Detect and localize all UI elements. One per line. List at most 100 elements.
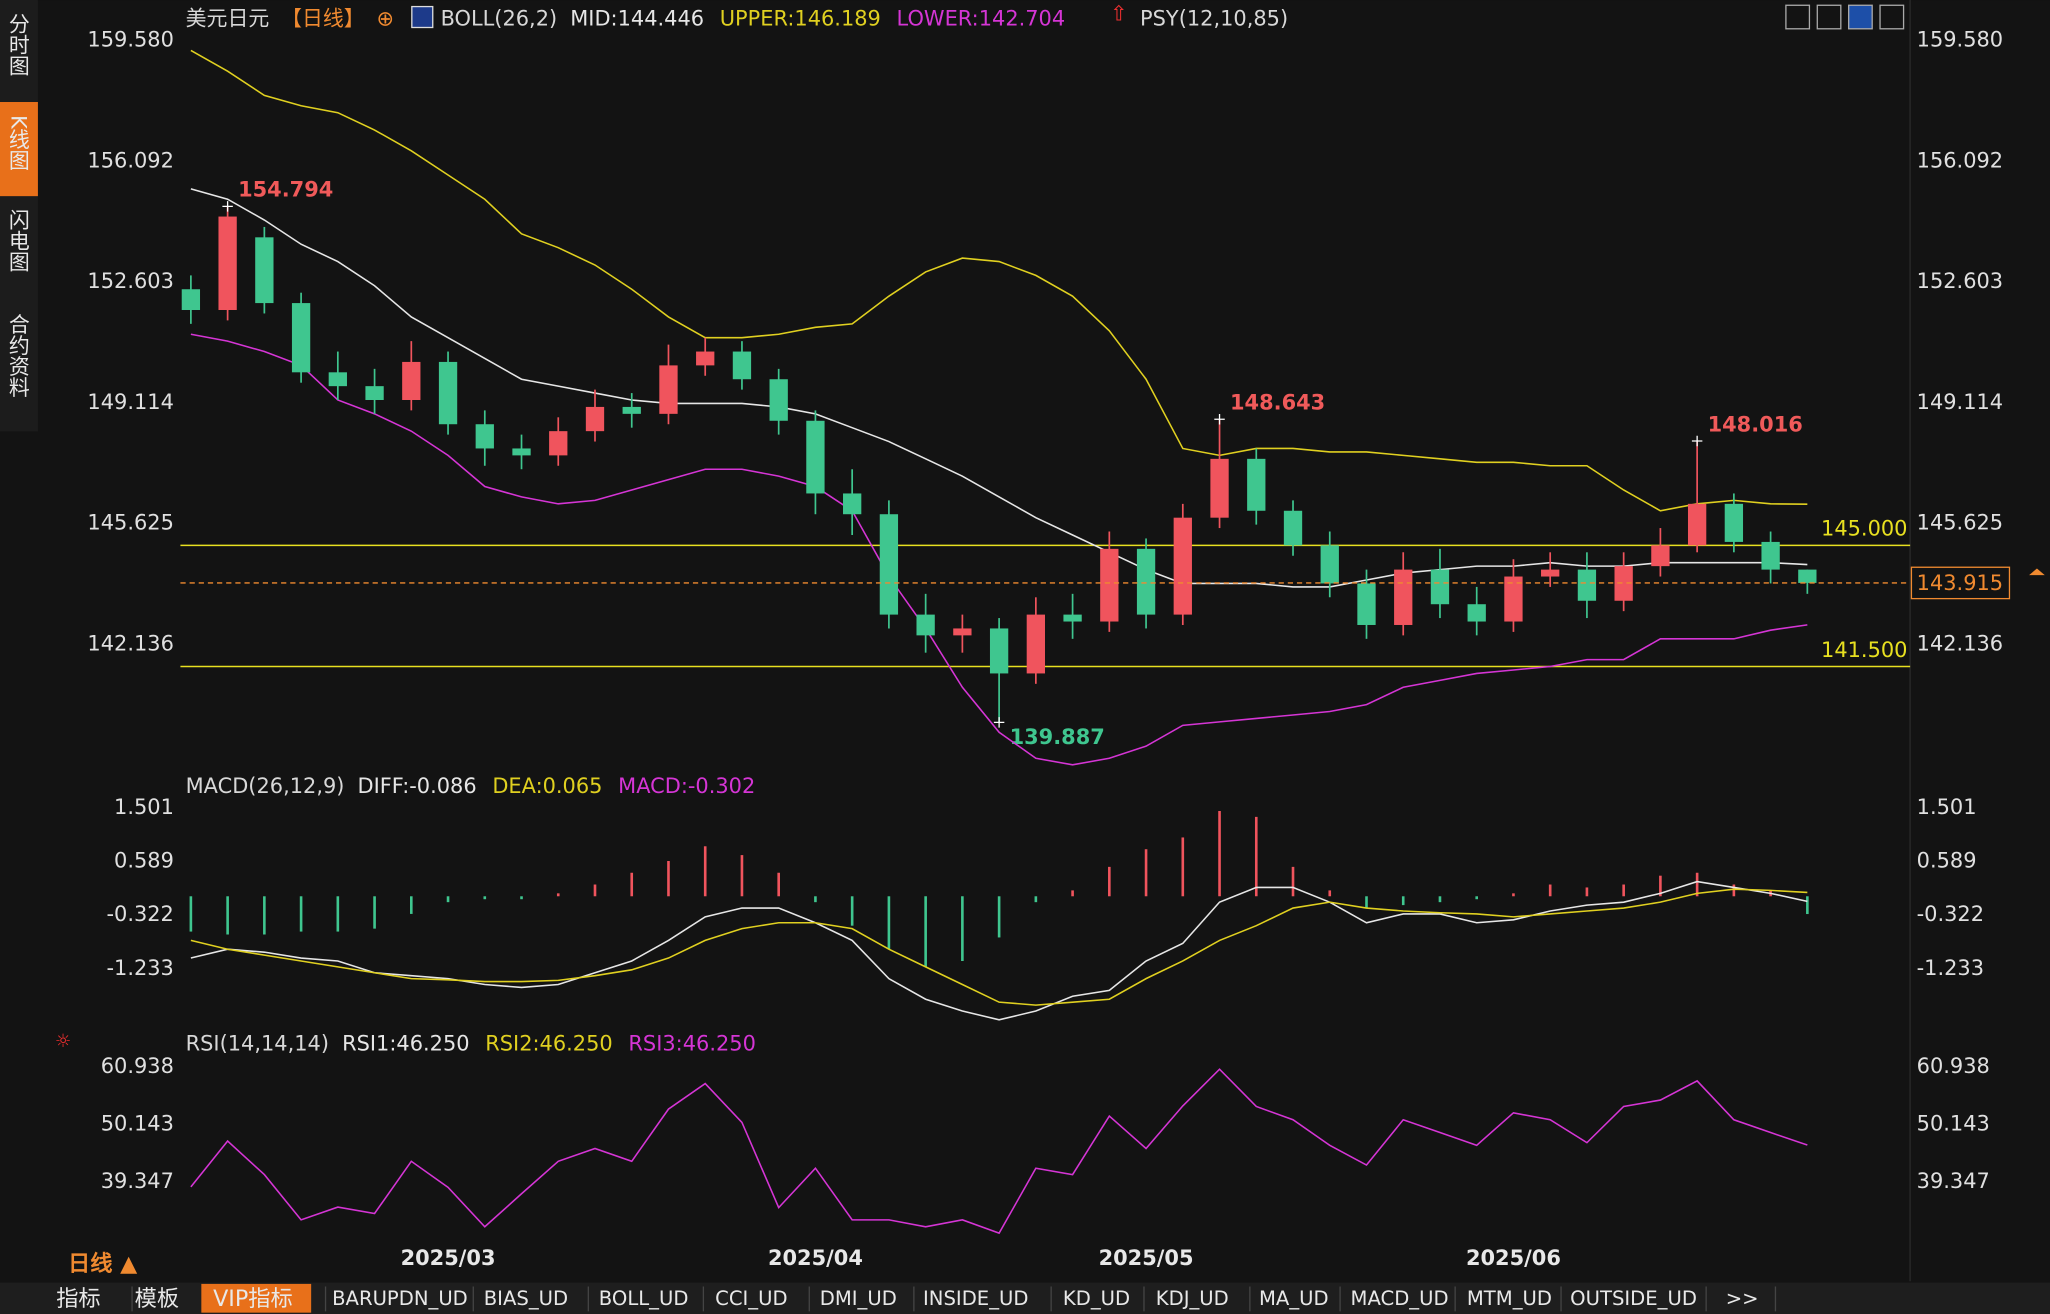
extreme-marker — [1214, 414, 1225, 425]
bottom-tab[interactable]: KDJ_UD — [1156, 1287, 1229, 1310]
bottom-tab[interactable]: BOLL_UD — [599, 1287, 689, 1310]
y-tick-label: 149.114 — [87, 390, 173, 414]
settings-icon[interactable]: ☼ — [55, 1031, 71, 1052]
y2-tick-label: -1.233 — [1917, 956, 1984, 980]
high-label: 148.643 — [1230, 391, 1325, 415]
candle-body — [659, 365, 678, 414]
candle-body — [1026, 614, 1046, 674]
bottom-tab[interactable]: 指标 — [56, 1286, 100, 1312]
y-tick-label: 159.580 — [87, 28, 173, 52]
boll-line — [190, 188, 1808, 588]
sidebar-tab[interactable]: K线图 — [6, 115, 30, 171]
instrument: 美元日元 — [186, 7, 270, 31]
bottom-tab[interactable]: BIAS_UD — [484, 1287, 568, 1310]
candle-body — [1504, 576, 1523, 622]
candle-body — [1467, 604, 1486, 622]
candle-body — [1761, 541, 1780, 570]
candle-body — [1614, 566, 1633, 601]
bottom-tab[interactable]: BARUPDN_UD — [332, 1287, 468, 1310]
macd-line — [190, 888, 1808, 1006]
bottom-tab[interactable]: VIP指标 — [213, 1286, 293, 1312]
y2-tick-label: 142.136 — [1917, 632, 2003, 656]
bottom-tab[interactable]: >> — [1726, 1287, 1759, 1310]
candle-body — [365, 386, 384, 401]
extreme-marker — [993, 717, 1005, 728]
candle-body — [1210, 458, 1229, 518]
tool-button[interactable] — [1816, 4, 1842, 30]
legend-entry: UPPER:146.189 — [720, 7, 881, 31]
y-tick-label: 142.136 — [87, 632, 173, 656]
y2-tick-label: 152.603 — [1917, 269, 2003, 293]
legend-entry: LOWER:142.704 — [897, 7, 1066, 31]
y2-tick-label: 156.092 — [1917, 148, 2003, 172]
candle-body — [1320, 545, 1339, 584]
tool-button[interactable] — [1785, 4, 1811, 30]
toolbar — [1785, 4, 1905, 30]
y-tick-label: 60.938 — [101, 1054, 174, 1078]
indicator-icon[interactable] — [411, 5, 434, 29]
bottom-tab[interactable]: DMI_UD — [820, 1287, 897, 1310]
candle-body — [843, 493, 862, 515]
candle-body — [1357, 583, 1376, 625]
candle-body — [255, 237, 274, 304]
candle-body — [218, 216, 237, 311]
y2-tick-label: 159.580 — [1917, 28, 2003, 52]
candle-body — [1541, 569, 1560, 577]
period-selector[interactable]: 日线 ▲ — [68, 1250, 138, 1277]
candle-body — [1577, 569, 1597, 601]
tool-button[interactable] — [1879, 4, 1905, 30]
bottom-tab[interactable]: MACD_UD — [1351, 1287, 1449, 1310]
candle-body — [512, 448, 531, 456]
boll-line — [190, 333, 1808, 766]
bottom-tab[interactable]: OUTSIDE_UD — [1570, 1287, 1697, 1310]
add-icon[interactable]: ⊕ — [377, 7, 395, 31]
bottom-tab[interactable]: 模板 — [135, 1286, 179, 1312]
candle-body — [1687, 503, 1707, 546]
bottom-tab[interactable]: MTM_UD — [1467, 1287, 1552, 1310]
candle-body — [585, 406, 605, 432]
bottom-bar — [0, 1282, 2050, 1314]
y2-tick-label: 149.114 — [1917, 390, 2003, 414]
legend-entry: MID:144.446 — [570, 7, 704, 31]
y-tick-label: -1.233 — [106, 956, 173, 980]
candle-body — [402, 361, 421, 401]
y2-tick-label: 60.938 — [1917, 1054, 1990, 1078]
sidebar-tab[interactable]: 合约资料 — [6, 314, 30, 398]
macd-title: MACD(26,12,9) — [186, 774, 345, 798]
y-tick-label: 1.501 — [114, 795, 174, 819]
y-tick-label: 0.589 — [114, 849, 174, 873]
y-tick-label: 152.603 — [87, 269, 173, 293]
candle-body — [1100, 548, 1119, 622]
candle-body — [953, 628, 972, 636]
psy-label[interactable]: PSY(12,10,85) — [1140, 7, 1288, 31]
candle-body — [438, 361, 458, 425]
bottom-tab[interactable]: CCI_UD — [715, 1287, 787, 1310]
bottom-tab[interactable]: MA_UD — [1259, 1287, 1329, 1310]
x-tick-label: 2025/03 — [401, 1246, 496, 1270]
bottom-tab[interactable]: KD_UD — [1063, 1287, 1130, 1310]
boll-line — [190, 49, 1808, 512]
candle-body — [1430, 569, 1450, 605]
legend-entry: DIFF:-0.086 — [358, 774, 477, 798]
rsi-title: RSI(14,14,14) — [186, 1032, 329, 1056]
tool-button[interactable] — [1848, 4, 1873, 30]
price-arrow — [2029, 568, 2045, 576]
extreme-marker — [1691, 435, 1703, 447]
period[interactable]: 【日线】 — [281, 7, 365, 31]
sidebar-tab[interactable]: 分时图 — [6, 13, 30, 76]
bottom-tab[interactable]: INSIDE_UD — [923, 1287, 1028, 1310]
candle-body — [1798, 569, 1817, 583]
y-tick-label: 39.347 — [101, 1169, 174, 1193]
legend-entry: MACD:-0.302 — [618, 774, 755, 798]
price-label: 143.915 — [1917, 571, 2003, 595]
x-tick-label: 2025/06 — [1466, 1246, 1561, 1270]
candle-body — [1394, 569, 1413, 625]
y-tick-label: -0.322 — [106, 902, 173, 926]
sidebar — [0, 0, 38, 432]
sidebar-active — [0, 102, 38, 197]
sidebar-tab[interactable]: 闪电图 — [6, 209, 30, 272]
legend-entry: RSI3:46.250 — [628, 1032, 755, 1056]
